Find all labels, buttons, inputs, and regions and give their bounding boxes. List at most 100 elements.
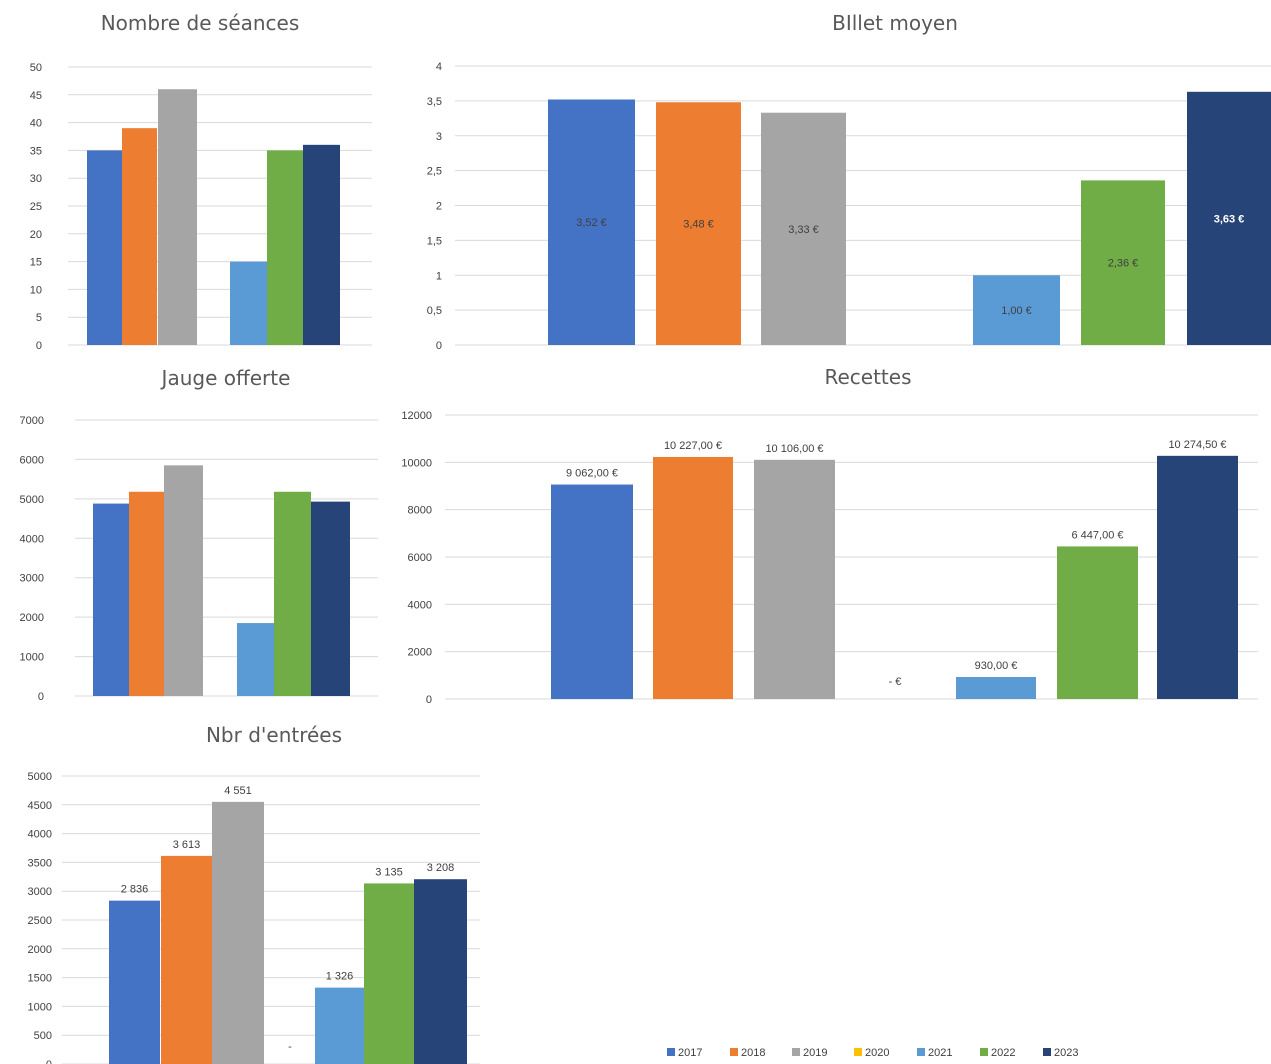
bar-2021 bbox=[956, 676, 1036, 699]
chart-title: Nombre de séances bbox=[101, 11, 300, 35]
y-tick-label: 4000 bbox=[408, 599, 432, 611]
legend-swatch bbox=[980, 1048, 988, 1056]
legend-label: 2022 bbox=[991, 1047, 1015, 1059]
legend-swatch bbox=[917, 1048, 925, 1056]
data-label-2018: 3,48 € bbox=[683, 219, 714, 231]
data-label-2018: 3 613 bbox=[173, 839, 201, 851]
y-tick-label: 2500 bbox=[28, 915, 52, 927]
y-tick-label: 40 bbox=[30, 118, 42, 130]
legend-item-2022: 2022 bbox=[980, 1047, 1015, 1059]
data-label-2021: 1 326 bbox=[326, 971, 354, 983]
bar-2018 bbox=[656, 102, 741, 346]
bar-2019 bbox=[754, 459, 835, 699]
legend-label: 2018 bbox=[741, 1047, 765, 1059]
bar-2022 bbox=[1057, 546, 1138, 699]
bar-2018 bbox=[161, 855, 212, 1064]
y-tick-label: 2 bbox=[436, 201, 442, 213]
y-tick-label: 0 bbox=[46, 1059, 52, 1064]
legend-swatch bbox=[667, 1048, 675, 1056]
bar-2019 bbox=[164, 465, 203, 696]
data-label-2018: 10 227,00 € bbox=[664, 440, 722, 452]
bar-2019 bbox=[212, 801, 264, 1064]
legend-item-2020: 2020 bbox=[854, 1047, 889, 1059]
bar-2022 bbox=[274, 491, 311, 696]
y-tick-label: 5000 bbox=[20, 494, 44, 506]
data-label-2020: - € bbox=[889, 676, 902, 688]
legend-item-2018: 2018 bbox=[730, 1047, 765, 1059]
legend-item-2019: 2019 bbox=[792, 1047, 827, 1059]
y-tick-label: 1500 bbox=[28, 973, 52, 985]
y-tick-label: 4500 bbox=[28, 800, 52, 812]
y-tick-label: 500 bbox=[34, 1030, 52, 1042]
y-tick-label: 50 bbox=[30, 62, 42, 74]
y-tick-label: 30 bbox=[30, 173, 42, 185]
chart-recettes: Recettes 0 2000 4000 6000 8000 10000 12000 9 062… bbox=[401, 365, 1258, 706]
y-tick-label: 20 bbox=[30, 229, 42, 241]
bar-2018 bbox=[122, 128, 157, 345]
y-tick-label: 35 bbox=[30, 145, 42, 157]
data-label-2017: 2 836 bbox=[121, 884, 149, 896]
y-tick-label: 25 bbox=[30, 201, 42, 213]
bar-2018 bbox=[129, 491, 164, 696]
bar-2022 bbox=[1081, 180, 1165, 345]
y-tick-label: 6000 bbox=[408, 552, 432, 564]
y-tick-label: 4000 bbox=[28, 829, 52, 841]
data-label-2017: 9 062,00 € bbox=[566, 468, 618, 480]
data-label-2019: 3,33 € bbox=[788, 224, 819, 236]
y-tick-label: 0 bbox=[426, 694, 432, 706]
data-label-2022: 3 135 bbox=[375, 866, 403, 878]
data-label-2020: - bbox=[288, 1041, 292, 1053]
y-tick-label: 3500 bbox=[28, 857, 52, 869]
y-tick-label: 5 bbox=[36, 312, 42, 324]
data-label-2023: 3 208 bbox=[427, 862, 455, 874]
y-tick-label: 4 bbox=[436, 61, 442, 73]
bar-2022 bbox=[267, 150, 303, 345]
bar-2021 bbox=[973, 275, 1060, 345]
legend-swatch bbox=[1043, 1048, 1051, 1056]
y-tick-label: 1000 bbox=[28, 1001, 52, 1013]
y-tick-label: 8000 bbox=[408, 505, 432, 517]
bar-2023 bbox=[311, 501, 350, 696]
legend: 2017 2018 2019 2020 2021 2022 2023 bbox=[667, 1047, 1078, 1059]
bar-2017 bbox=[551, 484, 633, 699]
chart-jauge: Jauge offerte 0 1000 2000 3000 4000 5000 6000 70… bbox=[20, 366, 378, 703]
y-tick-label: 3,5 bbox=[427, 96, 442, 108]
y-tick-label: 12000 bbox=[401, 410, 432, 422]
y-tick-label: 6000 bbox=[20, 454, 44, 466]
legend-label: 2017 bbox=[678, 1047, 702, 1059]
bar-2023 bbox=[414, 879, 467, 1064]
y-tick-label: 0 bbox=[38, 691, 44, 703]
bar-2019 bbox=[761, 112, 846, 345]
y-tick-label: 1000 bbox=[20, 652, 44, 664]
legend-swatch bbox=[854, 1048, 862, 1056]
y-tick-label: 15 bbox=[30, 257, 42, 269]
y-tick-label: 45 bbox=[30, 90, 42, 102]
legend-swatch bbox=[792, 1048, 800, 1056]
y-tick-label: 3 bbox=[436, 131, 442, 143]
bar-2021 bbox=[237, 623, 274, 696]
y-tick-label: 0 bbox=[36, 340, 42, 352]
y-tick-label: 0 bbox=[436, 340, 442, 352]
legend-swatch bbox=[730, 1048, 738, 1056]
chart-title: Jauge offerte bbox=[160, 366, 291, 390]
bar-2022 bbox=[364, 883, 414, 1064]
chart-title: Nbr d'entrées bbox=[206, 723, 342, 747]
y-tick-label: 3000 bbox=[28, 886, 52, 898]
data-label-2021: 930,00 € bbox=[975, 660, 1018, 672]
chart-seances: Nombre de séances 0 5 10 15 20 25 30 35 40 45 50 bbox=[30, 11, 372, 352]
legend-label: 2023 bbox=[1054, 1047, 1078, 1059]
bar-2017 bbox=[87, 150, 123, 345]
y-tick-label: 2,5 bbox=[427, 166, 442, 178]
data-label-2023: 3,63 € bbox=[1214, 213, 1245, 225]
chart-entrees: Nbr d'entrées 0 500 1000 1500 2000 2500 3000 350… bbox=[28, 723, 480, 1064]
bar-2023 bbox=[1187, 91, 1271, 346]
legend-item-2021: 2021 bbox=[917, 1047, 952, 1059]
data-label-2019: 10 106,00 € bbox=[765, 443, 823, 455]
bar-2017 bbox=[93, 503, 129, 696]
legend-label: 2020 bbox=[865, 1047, 889, 1059]
y-tick-label: 2000 bbox=[28, 944, 52, 956]
bar-2017 bbox=[109, 900, 160, 1064]
chart-title: Recettes bbox=[824, 365, 911, 389]
y-tick-label: 3000 bbox=[20, 573, 44, 585]
